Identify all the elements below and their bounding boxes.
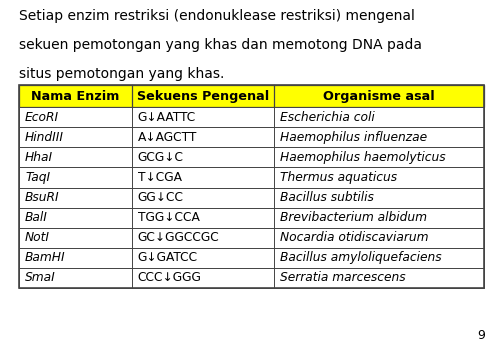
- Text: Bacillus amyloliquefaciens: Bacillus amyloliquefaciens: [280, 251, 442, 264]
- Text: NotI: NotI: [25, 231, 50, 244]
- Text: Organisme asal: Organisme asal: [323, 90, 435, 102]
- Text: Brevibacterium albidum: Brevibacterium albidum: [280, 211, 427, 224]
- Text: Setiap enzim restriksi (endonuklease restriksi) mengenal: Setiap enzim restriksi (endonuklease res…: [19, 9, 415, 22]
- Bar: [19, 268, 484, 288]
- Text: Nama Enzim: Nama Enzim: [31, 90, 120, 102]
- Text: GG↓CC: GG↓CC: [138, 191, 184, 204]
- Bar: [19, 228, 484, 248]
- Bar: [19, 85, 484, 288]
- Bar: [19, 127, 484, 147]
- Bar: [19, 107, 484, 127]
- Text: TGG↓CCA: TGG↓CCA: [138, 211, 200, 224]
- Text: SmaI: SmaI: [25, 271, 56, 284]
- Bar: [19, 167, 484, 188]
- Text: T↓CGA: T↓CGA: [138, 171, 182, 184]
- Text: GC↓GGCCGC: GC↓GGCCGC: [138, 231, 219, 244]
- Text: Escherichia coli: Escherichia coli: [280, 111, 375, 124]
- Text: Sekuens Pengenal: Sekuens Pengenal: [136, 90, 269, 102]
- Text: Bacillus subtilis: Bacillus subtilis: [280, 191, 374, 204]
- Text: CCC↓GGG: CCC↓GGG: [138, 271, 202, 284]
- Text: A↓AGCTT: A↓AGCTT: [138, 131, 197, 144]
- Text: BsuRI: BsuRI: [25, 191, 59, 204]
- Text: HhaI: HhaI: [25, 151, 53, 164]
- Text: GCG↓C: GCG↓C: [138, 151, 184, 164]
- Text: G↓GATCC: G↓GATCC: [138, 251, 198, 264]
- Text: BamHI: BamHI: [25, 251, 66, 264]
- Text: situs pemotongan yang khas.: situs pemotongan yang khas.: [19, 67, 225, 81]
- Text: HindIII: HindIII: [25, 131, 64, 144]
- Bar: [19, 188, 484, 208]
- Bar: [19, 147, 484, 167]
- Bar: [19, 208, 484, 228]
- Text: Thermus aquaticus: Thermus aquaticus: [280, 171, 397, 184]
- Text: EcoRI: EcoRI: [25, 111, 59, 124]
- Text: Haemophilus haemolyticus: Haemophilus haemolyticus: [280, 151, 446, 164]
- Text: BalI: BalI: [25, 211, 48, 224]
- Text: Haemophilus influenzae: Haemophilus influenzae: [280, 131, 427, 144]
- Bar: [19, 85, 484, 107]
- Text: 9: 9: [477, 329, 485, 342]
- Bar: [19, 248, 484, 268]
- Text: G↓AATTC: G↓AATTC: [138, 111, 196, 124]
- Text: Nocardia otidiscaviarum: Nocardia otidiscaviarum: [280, 231, 428, 244]
- Text: Serratia marcescens: Serratia marcescens: [280, 271, 406, 284]
- Text: TaqI: TaqI: [25, 171, 50, 184]
- Text: sekuen pemotongan yang khas dan memotong DNA pada: sekuen pemotongan yang khas dan memotong…: [19, 38, 422, 52]
